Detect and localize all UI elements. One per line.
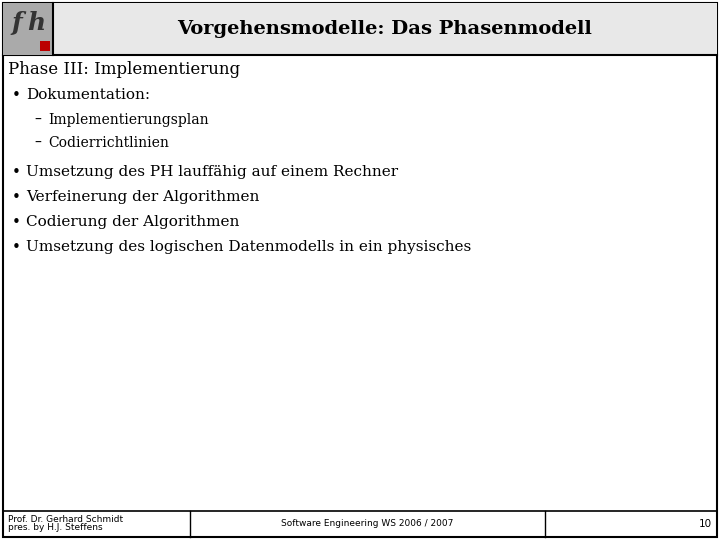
Text: Dokumentation:: Dokumentation: <box>26 88 150 102</box>
Text: Implementierungsplan: Implementierungsplan <box>48 113 209 127</box>
Text: f: f <box>11 11 22 35</box>
Text: Phase III: Implementierung: Phase III: Implementierung <box>8 61 240 78</box>
Text: Codierrichtlinien: Codierrichtlinien <box>48 136 169 150</box>
Bar <box>3 3 717 55</box>
Text: pres. by H.J. Steffens: pres. by H.J. Steffens <box>8 523 103 532</box>
Text: •: • <box>12 190 21 205</box>
Text: •: • <box>12 215 21 230</box>
Text: Codierung der Algorithmen: Codierung der Algorithmen <box>26 215 239 229</box>
Text: Verfeinerung der Algorithmen: Verfeinerung der Algorithmen <box>26 190 259 204</box>
Text: Umsetzung des PH lauffähig auf einem Rechner: Umsetzung des PH lauffähig auf einem Rec… <box>26 165 398 179</box>
Text: •: • <box>12 88 21 103</box>
Text: Vorgehensmodelle: Das Phasenmodell: Vorgehensmodelle: Das Phasenmodell <box>178 20 593 38</box>
Text: –: – <box>34 136 41 150</box>
Text: Software Engineering WS 2006 / 2007: Software Engineering WS 2006 / 2007 <box>281 519 453 529</box>
Bar <box>3 3 53 55</box>
Text: 10: 10 <box>699 519 712 529</box>
Text: h: h <box>27 11 45 35</box>
Bar <box>40 41 50 51</box>
Text: Umsetzung des logischen Datenmodells in ein physisches: Umsetzung des logischen Datenmodells in … <box>26 240 472 254</box>
Text: –: – <box>34 113 41 127</box>
Text: Prof. Dr. Gerhard Schmidt: Prof. Dr. Gerhard Schmidt <box>8 516 123 524</box>
Text: •: • <box>12 240 21 255</box>
Text: •: • <box>12 165 21 180</box>
